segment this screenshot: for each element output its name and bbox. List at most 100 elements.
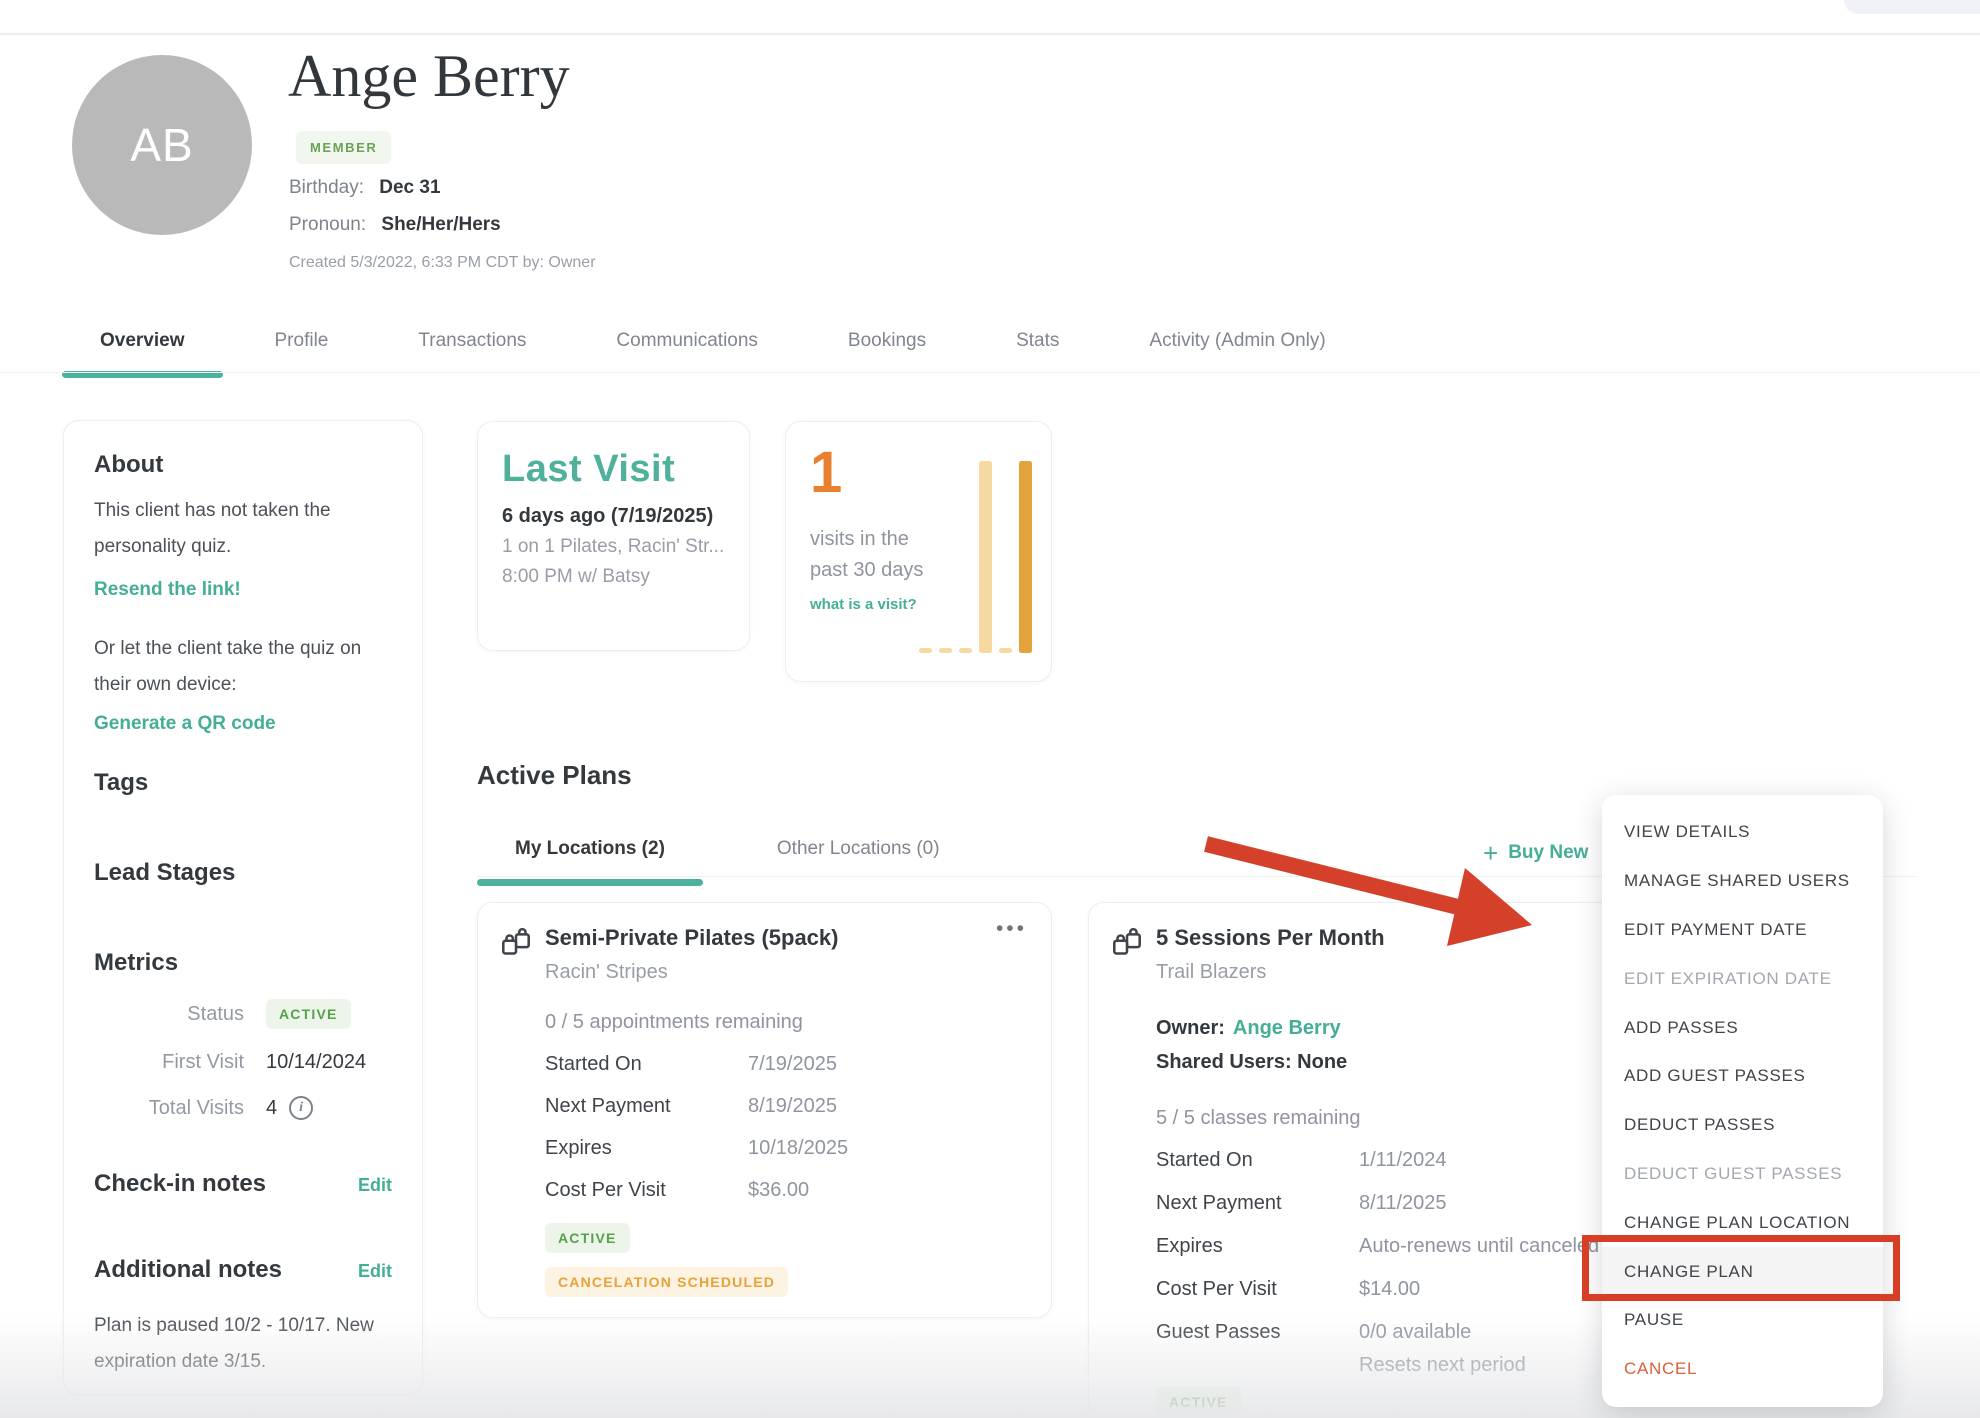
- lead-stages-title: Lead Stages: [94, 859, 236, 886]
- tab-activity-admin[interactable]: Activity (Admin Only): [1149, 330, 1326, 351]
- plan2-row-expires: Expires Auto-renews until canceled: [1156, 1235, 1600, 1257]
- pronoun-value: She/Her/Hers: [381, 214, 501, 235]
- tab-stats[interactable]: Stats: [1016, 330, 1060, 351]
- last-visit-time: 8:00 PM w/ Batsy: [502, 566, 650, 587]
- menu-item-edit-payment-date[interactable]: EDIT PAYMENT DATE: [1624, 919, 1808, 939]
- menu-item-deduct-guest-passes: DEDUCT GUEST PASSES: [1624, 1163, 1843, 1183]
- avatar: AB: [72, 55, 252, 235]
- checkin-notes-title: Check-in notes: [94, 1170, 267, 1197]
- plus-icon: +: [1483, 838, 1499, 868]
- plan1-row-cost: Cost Per Visit $36.00: [545, 1179, 810, 1201]
- menu-item-edit-expiration-date: EDIT EXPIRATION DATE: [1624, 968, 1832, 988]
- last-visit-title: Last Visit: [502, 448, 676, 490]
- additional-note-text: Plan is paused 10/2 - 10/17. New expirat…: [94, 1315, 374, 1372]
- tab-other-locations[interactable]: Other Locations (0): [776, 838, 940, 859]
- plan2-row-started: Started On 1/11/2024: [1156, 1149, 1447, 1171]
- active-plans-divider: [477, 876, 1917, 877]
- last-visit-when: 6 days ago (7/19/2025): [502, 505, 714, 527]
- menu-item-cancel[interactable]: CANCEL: [1624, 1359, 1698, 1379]
- last-visit-card: Last Visit 6 days ago (7/19/2025) 1 on 1…: [477, 421, 750, 651]
- main-tabs: Overview Profile Transactions Communicat…: [62, 330, 1364, 378]
- plan2-details: Started On 1/11/2024 Next Payment 8/11/2…: [1156, 1149, 1642, 1377]
- generate-qr-link[interactable]: Generate a QR code: [94, 713, 276, 734]
- avatar-initials: AB: [130, 119, 194, 171]
- guest-passes-note: Resets next period: [1359, 1354, 1526, 1376]
- first-visit-label: First Visit: [162, 1051, 244, 1073]
- plan2-title: 5 Sessions Per Month: [1156, 925, 1385, 950]
- about-text: This client has not taken the personalit…: [94, 500, 331, 557]
- tab-overview[interactable]: Overview: [62, 330, 223, 378]
- menu-item-view-details[interactable]: VIEW DETAILS: [1624, 822, 1751, 842]
- buy-new-button[interactable]: + Buy New: [1483, 838, 1589, 868]
- menu-item-add-passes[interactable]: ADD PASSES: [1624, 1017, 1739, 1037]
- plan-context-menu: VIEW DETAILS MANAGE SHARED USERS EDIT PA…: [1602, 795, 1883, 1407]
- visits-bar: [959, 648, 972, 653]
- menu-item-deduct-passes[interactable]: DEDUCT PASSES: [1624, 1115, 1776, 1135]
- plan-card-5-sessions: 5 Sessions Per Month Trail Blazers Owner…: [1088, 902, 1663, 1418]
- additional-notes-title: Additional notes: [94, 1256, 282, 1283]
- plan2-subtitle: Trail Blazers: [1156, 961, 1267, 983]
- sidebar-card: About This client has not taken the pers…: [63, 420, 423, 1395]
- plan2-row-next-payment: Next Payment 8/11/2025: [1156, 1192, 1447, 1214]
- about-title: About: [94, 451, 164, 478]
- plan2-row-guest-passes: Guest Passes 0/0 available Resets next p…: [1156, 1321, 1526, 1376]
- metric-status-row: Status ACTIVE: [94, 999, 392, 1029]
- plan2-remaining: 5 / 5 classes remaining: [1156, 1107, 1361, 1129]
- tab-profile[interactable]: Profile: [274, 330, 329, 351]
- menu-item-change-plan[interactable]: CHANGE PLAN: [1602, 1247, 1883, 1296]
- menu-item-change-plan-location[interactable]: CHANGE PLAN LOCATION: [1624, 1212, 1851, 1232]
- visits-bar: [1019, 461, 1032, 653]
- visits-mini-chart: [919, 461, 1032, 653]
- active-plans-title: Active Plans: [477, 760, 632, 790]
- tab-transactions[interactable]: Transactions: [418, 330, 527, 351]
- plan1-row-next-payment: Next Payment 8/19/2025: [545, 1095, 837, 1117]
- plan1-remaining: 0 / 5 appointments remaining: [545, 1011, 803, 1033]
- visits-card: 1 visits in the past 30 days what is a v…: [785, 421, 1052, 682]
- plan2-shared-users: Shared Users: None: [1156, 1051, 1348, 1073]
- plan-packages-icon: [498, 927, 534, 968]
- plan1-details: Started On 7/19/2025 Next Payment 8/19/2…: [545, 1053, 1031, 1221]
- plan-packages-icon: [1109, 927, 1145, 968]
- plan1-active-badge: ACTIVE: [545, 1223, 630, 1253]
- tags-title: Tags: [94, 769, 149, 796]
- owner-name-link[interactable]: Ange Berry: [1232, 1017, 1341, 1039]
- additional-notes-header: Additional notes Edit: [94, 1256, 392, 1284]
- quiz-text: Or let the client take the quiz on their…: [94, 638, 362, 695]
- visits-bar: [999, 648, 1012, 653]
- pronoun-row: Pronoun: She/Her/Hers: [289, 214, 501, 236]
- total-visits-value: 4: [266, 1096, 278, 1119]
- plan2-owner-line: Owner: Ange Berry: [1156, 1017, 1341, 1039]
- status-label: Status: [187, 1002, 244, 1025]
- birthday-row: Birthday: Dec 31: [289, 177, 441, 199]
- total-visits-label: Total Visits: [148, 1096, 244, 1119]
- menu-item-pause[interactable]: PAUSE: [1624, 1310, 1684, 1330]
- birthday-value: Dec 31: [379, 177, 441, 198]
- metric-total-visits-row: Total Visits 4 i: [94, 1096, 392, 1120]
- additional-edit-link[interactable]: Edit: [358, 1261, 392, 1281]
- checkin-edit-link[interactable]: Edit: [358, 1175, 392, 1195]
- tab-my-locations[interactable]: My Locations (2): [477, 838, 703, 886]
- menu-item-add-guest-passes[interactable]: ADD GUEST PASSES: [1624, 1066, 1806, 1086]
- visits-caption: visits in the past 30 days: [810, 528, 924, 581]
- tab-bookings[interactable]: Bookings: [847, 330, 927, 351]
- tabs-divider: [0, 372, 1980, 373]
- plan1-subtitle: Racin' Stripes: [545, 961, 668, 983]
- birthday-label: Birthday:: [289, 177, 364, 198]
- top-divider: [0, 33, 1980, 35]
- plan1-more-menu-icon[interactable]: •••: [995, 917, 1027, 940]
- visits-count: 1: [810, 440, 843, 505]
- plan2-row-cost: Cost Per Visit $14.00: [1156, 1278, 1421, 1300]
- info-icon[interactable]: i: [289, 1096, 314, 1120]
- topbar-corner-chip: [1844, 0, 1980, 14]
- what-is-a-visit-link[interactable]: what is a visit?: [810, 596, 917, 613]
- last-visit-class: 1 on 1 Pilates, Racin' Str...: [502, 536, 725, 557]
- tab-communications[interactable]: Communications: [616, 330, 758, 351]
- metrics-title: Metrics: [94, 949, 179, 976]
- visits-bar: [979, 461, 992, 653]
- checkin-notes-header: Check-in notes Edit: [94, 1170, 392, 1198]
- metric-first-visit-row: First Visit 10/14/2024: [94, 1051, 392, 1074]
- created-line: Created 5/3/2022, 6:33 PM CDT by: Owner: [289, 254, 596, 271]
- menu-item-manage-shared-users[interactable]: MANAGE SHARED USERS: [1624, 871, 1850, 891]
- resend-link[interactable]: Resend the link!: [94, 579, 241, 600]
